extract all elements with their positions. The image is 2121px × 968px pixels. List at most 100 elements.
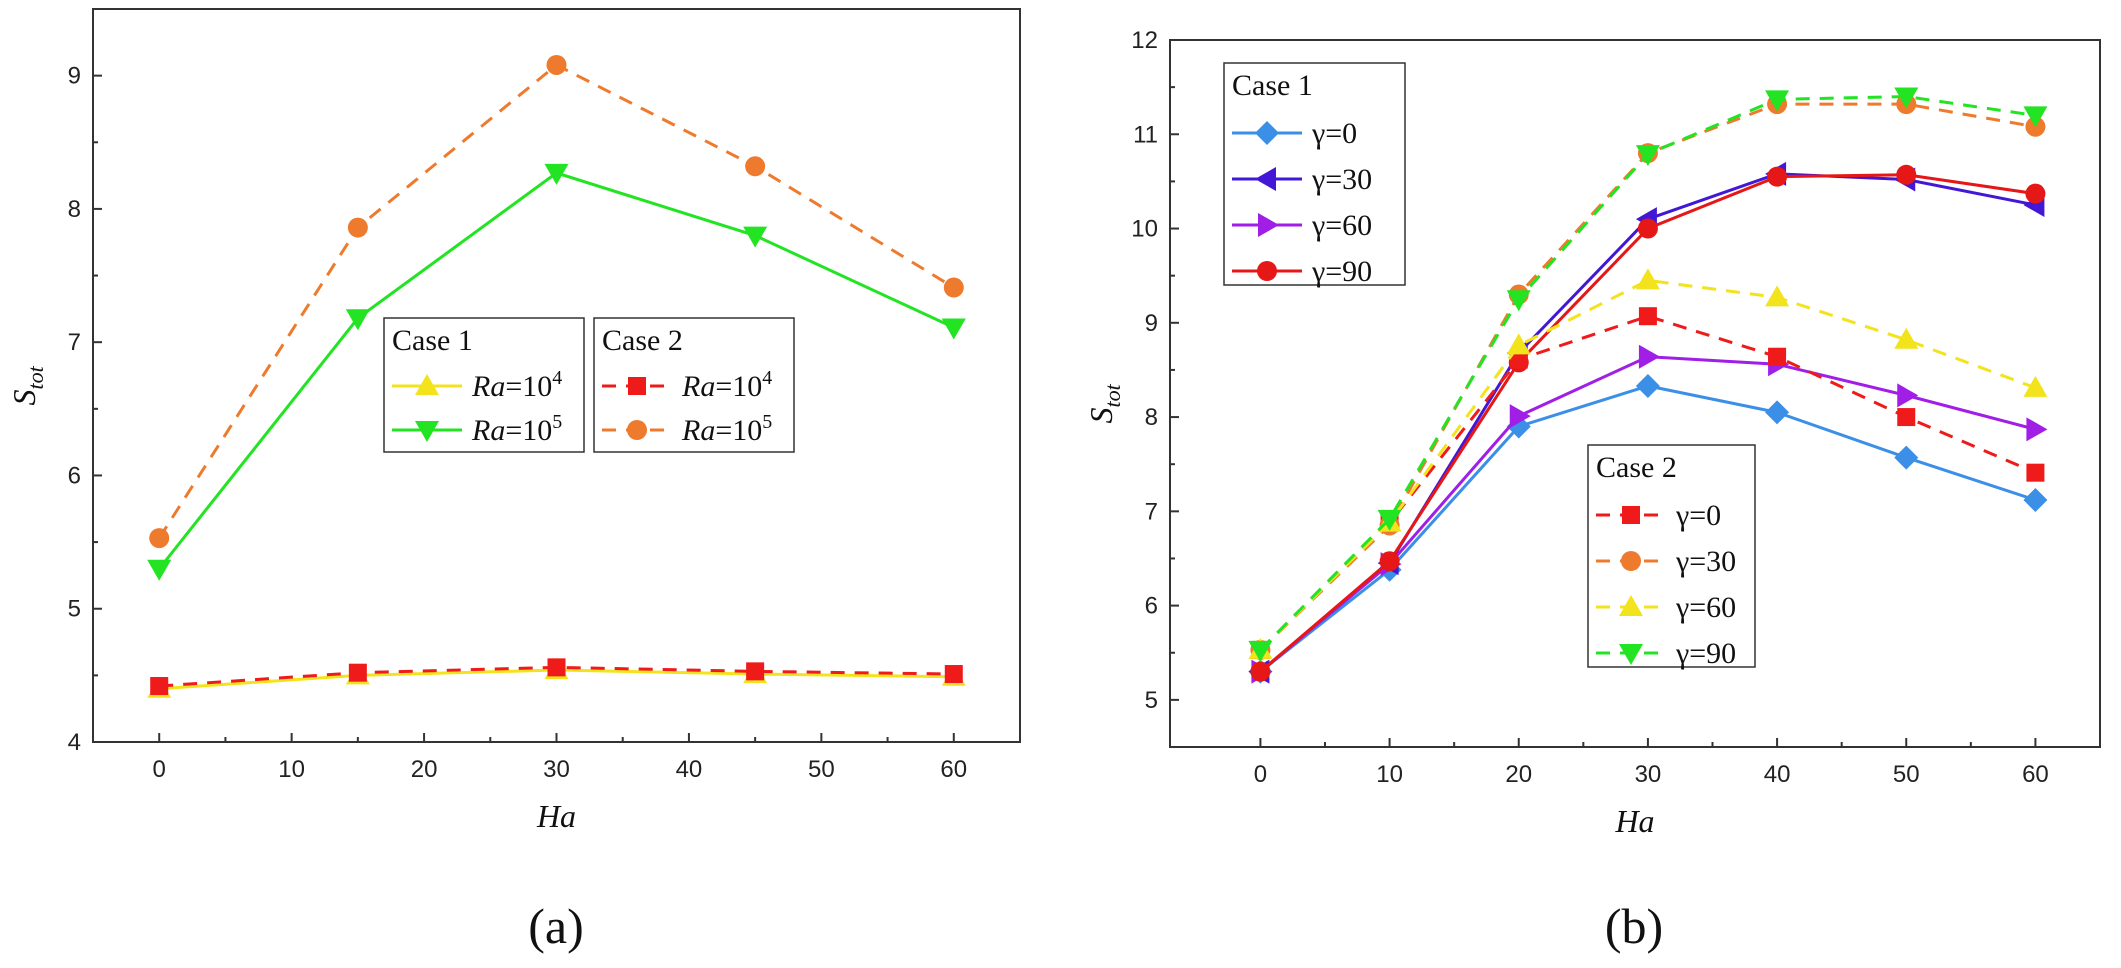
series-line [157, 63, 955, 539]
data-point [743, 226, 768, 248]
data-point [943, 277, 964, 298]
legend-label-eq: =10 [505, 370, 552, 403]
legend-marker [628, 377, 646, 395]
data-point [1637, 218, 1658, 239]
chart-panel-b: 0 10 20 30 40 50 60 5 6 7 8 9 10 11 12 Ha Stot Case 1 γ=0 γ… [1083, 27, 2101, 954]
x-tick-label: 0 [153, 756, 166, 783]
legend-marker [1621, 551, 1641, 571]
data-point [1250, 661, 1271, 682]
data-point [149, 528, 170, 549]
legend-title: Case 1 [1232, 69, 1313, 102]
legend-label: Ra=105 [681, 411, 772, 447]
legend-box [1587, 444, 1756, 668]
y-tick-label: 12 [1131, 27, 1158, 54]
y-tick-label: 9 [1145, 310, 1158, 337]
legend-label: Ra=105 [471, 411, 562, 447]
plot-frame [1169, 39, 2101, 748]
data-point [2026, 417, 2048, 442]
panel-label: (b) [1605, 898, 1663, 954]
legend-label-main: Ra [471, 370, 505, 403]
data-point [1765, 90, 1790, 112]
y-tick-label: 11 [1133, 121, 1158, 148]
x-tick-label: 40 [676, 756, 703, 783]
y-tick-label: 4 [68, 729, 81, 756]
data-point [2026, 463, 2045, 482]
legend-label-eq: =10 [715, 414, 762, 447]
data-point [1635, 268, 1660, 290]
data-point [941, 318, 966, 340]
x-tick-label: 20 [411, 756, 438, 783]
y-tick-label: 5 [1145, 687, 1158, 714]
x-tick-label: 40 [1764, 761, 1791, 788]
legend-marker [1258, 213, 1279, 237]
data-point [746, 662, 765, 681]
legend-title: Case 1 [392, 324, 473, 357]
y-axis-label-subscript: tot [1100, 383, 1125, 407]
data-point [1765, 285, 1790, 307]
legend-label: γ=60 [1675, 591, 1736, 624]
legend-marker [627, 420, 647, 440]
y-axis-label-subscript: tot [23, 365, 48, 389]
y-tick-label: 8 [68, 196, 81, 223]
data-point [1897, 383, 1919, 408]
y-tick-label: 10 [1131, 216, 1158, 243]
legend-marker [1619, 644, 1643, 665]
legend-marker [415, 374, 439, 395]
x-tick-label: 60 [2022, 761, 2049, 788]
legend-0: Case 1 γ=0 γ=30 γ=60 γ=90 [1223, 62, 1406, 288]
series-2 [150, 658, 963, 696]
legend-label-main: Ra [471, 414, 505, 447]
data-point [1379, 551, 1400, 572]
data-point [345, 309, 370, 331]
y-axis-label: Stot [6, 365, 48, 405]
data-point [2023, 488, 2048, 513]
legend-label-sup: 4 [762, 367, 772, 389]
legend-label-sup: 5 [762, 411, 772, 433]
y-tick-label: 5 [68, 596, 81, 623]
x-tick-label: 60 [940, 756, 967, 783]
data-point [1638, 307, 1657, 326]
legend-label-main: Ra [681, 414, 715, 447]
legend-marker [1255, 167, 1276, 191]
x-axis-label: Ha [536, 798, 576, 834]
data-point [150, 677, 169, 696]
data-point [1506, 290, 1531, 312]
data-point [347, 217, 368, 238]
data-point [944, 665, 963, 684]
legend-marker [415, 421, 439, 442]
y-tick-label: 7 [68, 329, 81, 356]
legend-label: γ=60 [1311, 209, 1372, 242]
legend-label-eq: =10 [715, 370, 762, 403]
data-point [1248, 640, 1273, 662]
y-tick-label: 6 [1145, 593, 1158, 620]
data-point [1377, 509, 1402, 531]
x-tick-label: 20 [1505, 761, 1532, 788]
legend-box [1223, 62, 1406, 286]
data-point [1509, 404, 1531, 429]
legend-marker [1257, 261, 1277, 281]
y-axis-label: Stot [1083, 383, 1125, 423]
x-tick-label: 50 [1893, 761, 1920, 788]
data-point [1894, 87, 1919, 109]
data-point [2023, 106, 2048, 128]
x-axis-label: Ha [1614, 803, 1654, 839]
data-point [745, 156, 766, 177]
legend-label: γ=0 [1675, 499, 1721, 532]
legend-1: Case 2 γ=0 γ=30 γ=60 γ=90 [1587, 444, 1756, 670]
x-tick-label: 10 [278, 756, 305, 783]
panel-label: (a) [528, 898, 584, 954]
data-point [2025, 183, 2046, 204]
legend-label: γ=30 [1311, 163, 1372, 196]
data-point [1506, 333, 1531, 355]
legend-marker [1622, 506, 1640, 524]
x-tick-label: 30 [543, 756, 570, 783]
data-point [544, 163, 569, 185]
y-tick-label: 6 [68, 462, 81, 489]
legend-title: Case 2 [602, 324, 683, 357]
legend-label-sup: 5 [552, 411, 562, 433]
legend-label-main: Ra [681, 370, 715, 403]
